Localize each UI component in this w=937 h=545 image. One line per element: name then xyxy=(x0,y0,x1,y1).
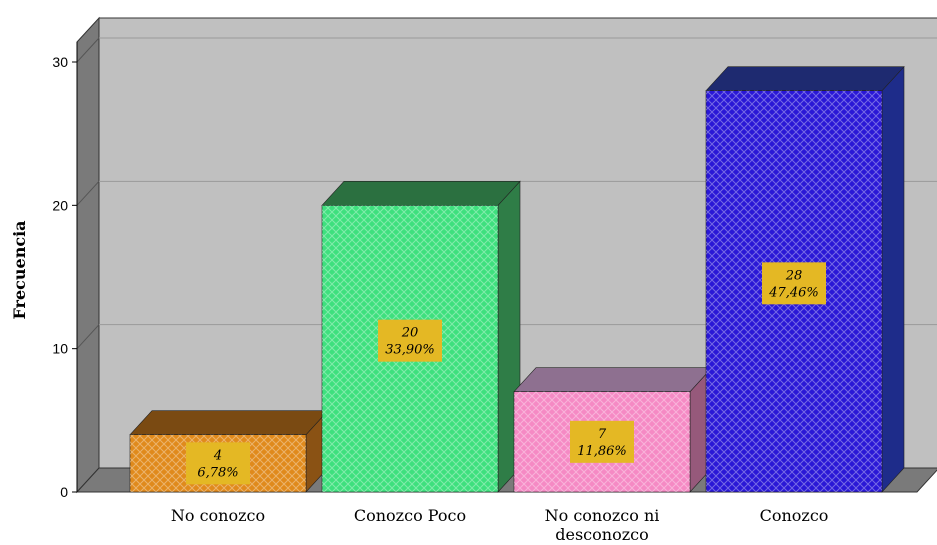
data-label-box xyxy=(186,442,250,485)
x-tick-label: No conozco xyxy=(171,506,265,525)
y-axis-title: Frecuencia xyxy=(10,220,29,319)
x-tick-label-line: desconozco xyxy=(555,525,648,544)
x-tick-label-line: Conozco Poco xyxy=(354,506,466,525)
bar-top xyxy=(129,410,329,435)
data-label-count: 4 xyxy=(213,448,222,463)
data-label-count: 28 xyxy=(785,268,803,283)
bar-top xyxy=(513,367,713,392)
plot-side-wall xyxy=(76,16,100,494)
y-axis: 0 10 20 30 xyxy=(52,42,78,500)
bar-side xyxy=(881,65,905,493)
grid-line-side xyxy=(76,324,100,350)
bar-top xyxy=(321,181,521,206)
x-tick-label: Conozco Poco xyxy=(354,506,466,525)
x-tick-label-line: No conozco ni xyxy=(545,506,660,525)
data-label-percent: 33,90% xyxy=(385,343,435,358)
data-label: 28 47,46% xyxy=(762,262,826,305)
x-axis: No conozco Conozco Poco No conozco ni desco… xyxy=(171,506,829,544)
x-tick-label: Conozco xyxy=(760,506,829,525)
y-tick-label: 30 xyxy=(52,54,68,70)
data-label-percent: 47,46% xyxy=(768,285,819,300)
data-label-percent: 6,78% xyxy=(197,465,238,480)
data-label-box xyxy=(378,319,442,362)
data-label: 20 33,90% xyxy=(378,319,442,362)
y-tick-label: 20 xyxy=(52,197,68,213)
grid-line-side xyxy=(76,37,100,63)
data-label-count: 20 xyxy=(401,326,419,341)
data-label-box xyxy=(570,420,634,463)
y-tick-label: 10 xyxy=(52,341,68,357)
x-tick-label-line: No conozco xyxy=(171,506,265,525)
x-tick-label-line: Conozco xyxy=(760,506,829,525)
data-label: 4 6,78% xyxy=(186,442,250,485)
data-label: 7 11,86% xyxy=(570,420,634,463)
data-label-percent: 11,86% xyxy=(577,444,627,459)
grid-line-side xyxy=(76,180,100,206)
x-tick-label: No conozco ni desconozco xyxy=(545,506,660,544)
data-label-count: 7 xyxy=(598,427,607,442)
data-label-box xyxy=(762,262,826,305)
y-tick-label: 0 xyxy=(60,484,68,500)
bar-top xyxy=(705,66,905,91)
data-labels: 4 6,78% 20 33,90% 7 11,86% 28 47,46% xyxy=(186,262,826,485)
